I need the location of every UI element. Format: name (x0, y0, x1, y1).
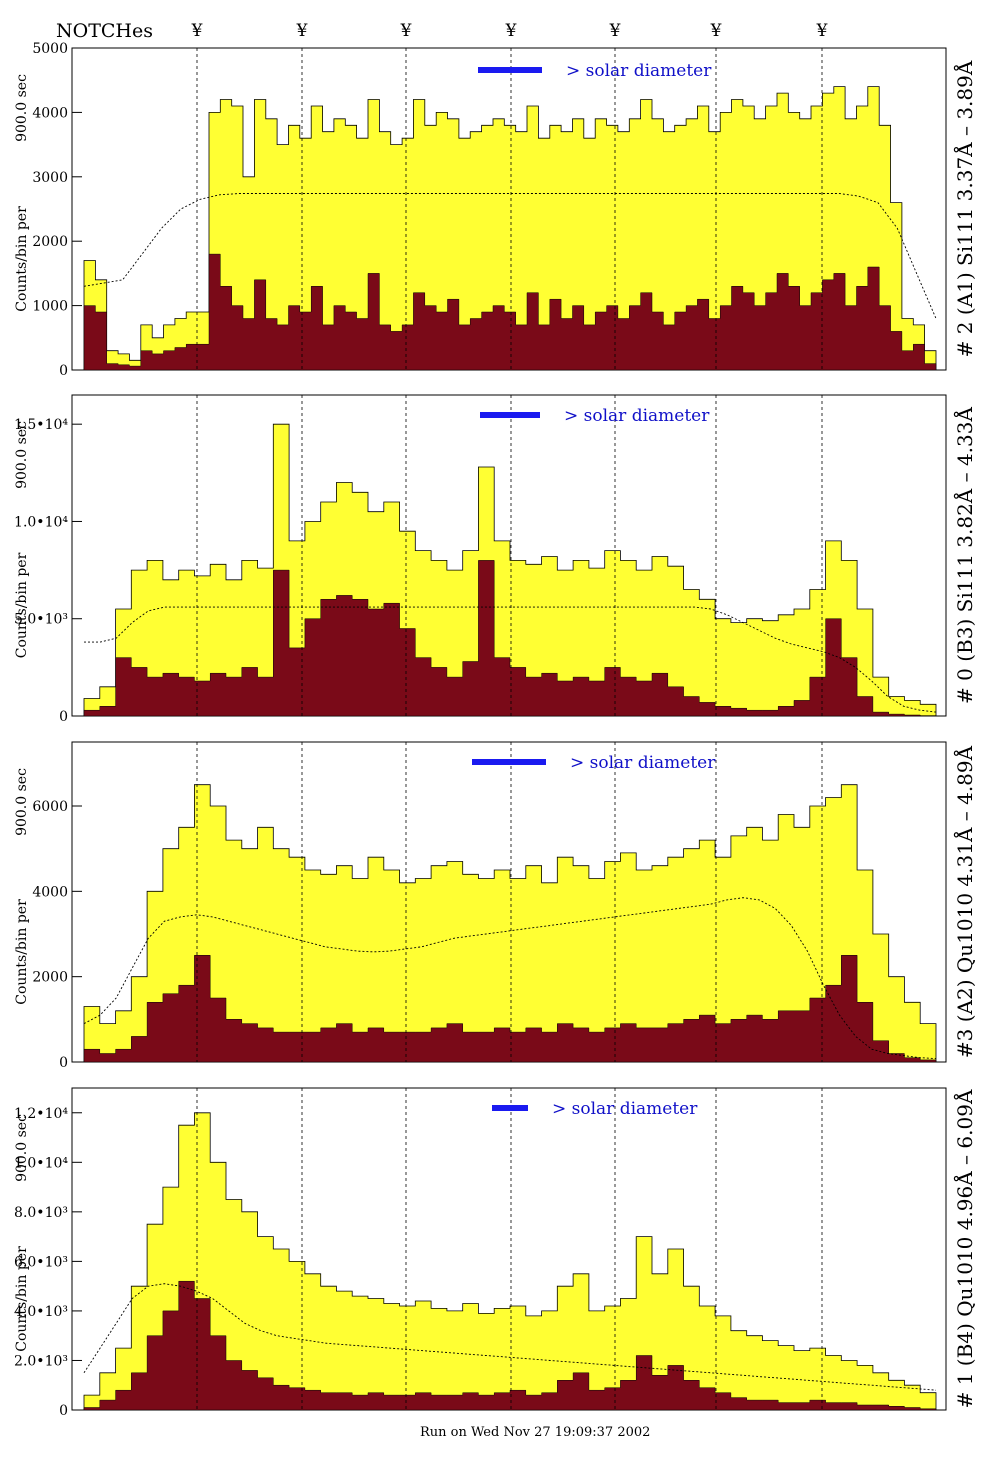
panel-title: # 1 (B4) Qu1010 4.96Å – 6.09Å (952, 1089, 977, 1408)
y-tick-label: 1000 (32, 299, 68, 315)
notches-label: NOTCHes (56, 20, 153, 42)
y-tick-label: 2.0•10³ (14, 1353, 68, 1369)
y-axis-label: Counts/bin per (14, 899, 30, 1005)
y-tick-label: 1.0•10⁴ (14, 514, 68, 530)
series-scaled-area (83, 955, 937, 1063)
panel-title: #3 (A2) Qu1010 4.31Å – 4.89Å (952, 745, 977, 1058)
notch-marker-5: ¥ (609, 21, 621, 41)
series-total-area (83, 86, 937, 371)
series-model-line (83, 1283, 937, 1391)
series-total-area (83, 1112, 937, 1411)
series-model-line (83, 897, 937, 1060)
panel-title: # 2 (A1) Si111 3.37Å – 3.89Å (952, 60, 977, 357)
legend-bar (472, 759, 546, 765)
y-axis-label: Counts/bin per (14, 1246, 30, 1352)
series-scaled-area (83, 253, 937, 371)
panels-group: 0 1000 2000 3000 4000 5000 Counts/bin per 900.0… (14, 41, 977, 1419)
y-tick-label: 6000 (32, 799, 68, 815)
y-axis-label: Counts/bin per (14, 206, 30, 312)
legend-bar (478, 67, 542, 73)
series-total-area (83, 784, 937, 1063)
notch-marker-1: ¥ (191, 21, 203, 41)
legend-label: > solar diameter (564, 406, 710, 426)
panel-3: 0 2000 4000 6000 Counts/bin per 900.0 sec #3 (… (14, 741, 977, 1071)
y-tick-label: 4000 (32, 884, 68, 900)
y-tick-label: 5000 (32, 41, 68, 57)
y-axis-exposure: 900.0 sec (14, 421, 30, 489)
notch-marker-4: ¥ (505, 21, 517, 41)
y-tick-label: 4000 (32, 105, 68, 121)
run-footer: Run on Wed Nov 27 19:09:37 2002 (420, 1425, 651, 1440)
y-tick-label: 2000 (32, 234, 68, 250)
y-tick-label: 6.0•10³ (14, 1254, 68, 1270)
series-scaled-area (83, 1280, 937, 1411)
y-tick-label: 1.0•10⁴ (14, 1155, 68, 1171)
y-tick-label: 1.2•10⁴ (14, 1106, 68, 1122)
notch-marker-6: ¥ (710, 21, 722, 41)
legend-label: > solar diameter (570, 753, 716, 773)
panel-title: # 0 (B3) Si111 3.82Å – 4.33Å (952, 407, 977, 704)
y-axis-exposure: 900.0 sec (14, 768, 30, 836)
y-tick-label: 2000 (32, 970, 68, 986)
y-tick-label: 0 (59, 1055, 68, 1071)
notch-markers: ¥ ¥ ¥ ¥ ¥ ¥ ¥ (191, 21, 828, 41)
y-axis-exposure: 900.0 sec (14, 74, 30, 142)
y-tick-label: 4.0•10³ (14, 1304, 68, 1320)
series-model-line (84, 606, 937, 713)
panel-1: 0 1000 2000 3000 4000 5000 Counts/bin per 900.0… (14, 41, 977, 379)
y-tick-label: 0 (59, 1403, 68, 1419)
y-axis-label: Counts/bin per (14, 552, 30, 658)
legend-label: > solar diameter (552, 1099, 698, 1119)
y-tick-label: 0 (59, 709, 68, 725)
y-axis-exposure: 900.0 sec (14, 1114, 30, 1182)
notch-marker-7: ¥ (816, 21, 828, 41)
panel-2: 0 5.0•10³ 1.0•10⁴ 1.5•10⁴ Counts/bin per 900.… (14, 394, 977, 725)
y-tick-label: 1.5•10⁴ (14, 417, 68, 433)
panel-4: 0 2.0•10³ 4.0•10³ 6.0•10³ 8.0•10³ 1.0•10⁴ 1.2•… (14, 1087, 977, 1419)
y-tick-label: 3000 (32, 170, 68, 186)
y-tick-label: 0 (59, 363, 68, 379)
legend-bar (492, 1105, 528, 1111)
legend-bar (480, 412, 540, 418)
notch-marker-3: ¥ (400, 21, 412, 41)
y-tick-label: 8.0•10³ (14, 1205, 68, 1221)
notch-marker-2: ¥ (296, 21, 308, 41)
y-tick-label: 5.0•10³ (14, 612, 68, 628)
series-total-area (83, 423, 937, 717)
series-scaled-area (83, 560, 937, 717)
legend-label: > solar diameter (566, 61, 712, 81)
